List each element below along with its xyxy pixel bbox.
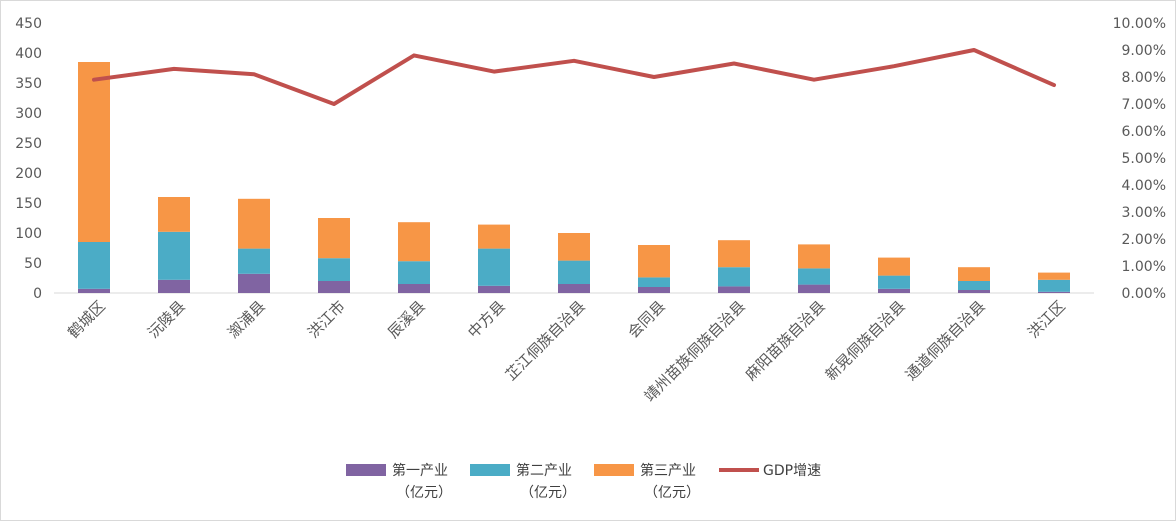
bar-segment-2 — [718, 267, 750, 286]
category-label: 鹤城区 — [64, 297, 109, 342]
bar-segment-1 — [558, 284, 590, 293]
legend-label: GDP增速 — [763, 463, 821, 479]
y2-tick-label: 2.00% — [1122, 232, 1166, 248]
bar-segment-2 — [398, 261, 430, 284]
left-axis: 0 50 100 150 200 250 300 350 400 450 — [15, 16, 42, 302]
bar-segment-3 — [238, 199, 270, 249]
bar-segment-3 — [318, 218, 350, 258]
bar-segment-3 — [158, 197, 190, 232]
bar-segment-1 — [78, 289, 110, 293]
legend-unit: （亿元） — [644, 485, 700, 501]
bar-segment-2 — [798, 268, 830, 284]
y2-tick-label: 8.00% — [1122, 70, 1166, 86]
legend-label: 第一产业 — [392, 462, 448, 479]
bar-segment-3 — [798, 244, 830, 268]
legend-label: 第三产业 — [640, 462, 696, 479]
bar-segment-3 — [478, 225, 510, 249]
bar-segment-1 — [238, 274, 270, 293]
y2-tick-label: 5.00% — [1122, 151, 1166, 167]
bar-segment-3 — [558, 233, 590, 261]
bar-segment-3 — [958, 267, 990, 281]
category-label: 通道侗族自治县 — [902, 297, 989, 384]
bar-segment-3 — [718, 240, 750, 267]
y-tick-label: 400 — [15, 46, 42, 62]
bar-segment-1 — [878, 289, 910, 293]
y-tick-label: 100 — [15, 226, 42, 242]
bar-segment-1 — [718, 286, 750, 293]
legend-swatch — [470, 464, 510, 476]
bar-segment-1 — [798, 285, 830, 293]
bar-segment-2 — [158, 232, 190, 280]
y-tick-label: 150 — [15, 196, 42, 212]
legend-swatch — [346, 464, 386, 476]
y2-tick-label: 6.00% — [1122, 124, 1166, 140]
bar-segment-3 — [78, 62, 110, 242]
category-label: 溆浦县 — [224, 297, 269, 342]
category-label: 洪江区 — [1024, 297, 1069, 342]
bar-segment-1 — [158, 280, 190, 293]
bars-group — [78, 62, 1070, 293]
bar-segment-2 — [1038, 280, 1070, 292]
bar-segment-1 — [398, 284, 430, 293]
category-labels: 鹤城区沅陵县溆浦县洪江市辰溪县中方县芷江侗族自治县会同县靖州苗族侗族自治县麻阳苗… — [64, 297, 1069, 405]
bar-segment-2 — [78, 242, 110, 289]
legend-swatch — [594, 464, 634, 476]
bar-segment-2 — [638, 277, 670, 287]
y2-tick-label: 1.00% — [1122, 259, 1166, 275]
bar-segment-1 — [638, 287, 670, 293]
bar-segment-1 — [318, 281, 350, 293]
bar-segment-2 — [878, 276, 910, 289]
gdp-line-group — [94, 50, 1054, 104]
bar-segment-1 — [478, 286, 510, 293]
bar-segment-3 — [1038, 273, 1070, 280]
gdp-growth-line — [94, 50, 1054, 104]
y-tick-label: 200 — [15, 166, 42, 182]
bar-segment-2 — [958, 281, 990, 290]
y-tick-label: 450 — [15, 16, 42, 32]
category-label: 中方县 — [464, 297, 509, 342]
right-axis: 0.00% 1.00% 2.00% 3.00% 4.00% 5.00% 6.00% 7.00%… — [1113, 16, 1166, 302]
legend-unit: （亿元） — [396, 485, 452, 501]
legend-label: 第二产业 — [516, 462, 572, 479]
y2-tick-label: 7.00% — [1122, 97, 1166, 113]
y-tick-label: 300 — [15, 106, 42, 122]
y-tick-label: 350 — [15, 76, 42, 92]
y2-tick-label: 9.00% — [1122, 43, 1166, 59]
bar-segment-1 — [1038, 292, 1070, 293]
category-label: 沅陵县 — [144, 297, 189, 342]
bar-segment-3 — [398, 222, 430, 261]
y-tick-label: 0 — [33, 286, 42, 302]
bar-segment-3 — [638, 245, 670, 277]
bar-segment-1 — [958, 290, 990, 293]
y2-tick-label: 0.00% — [1122, 286, 1166, 302]
y-tick-label: 250 — [15, 136, 42, 152]
bar-segment-2 — [478, 249, 510, 286]
category-label: 会同县 — [624, 297, 669, 342]
bar-segment-3 — [878, 258, 910, 276]
category-label: 新晃侗族自治县 — [822, 297, 909, 384]
y2-tick-label: 10.00% — [1113, 16, 1166, 32]
bar-segment-2 — [318, 258, 350, 281]
legend-unit: （亿元） — [520, 485, 576, 501]
category-label: 洪江市 — [304, 297, 349, 342]
bar-segment-2 — [558, 261, 590, 284]
bar-segment-2 — [238, 249, 270, 274]
category-label: 芷江侗族自治县 — [502, 297, 589, 384]
y2-tick-label: 4.00% — [1122, 178, 1166, 194]
legend: 第一产业 （亿元） 第二产业 （亿元） 第三产业 （亿元） GDP增速 — [346, 462, 821, 501]
category-label: 麻阳苗族自治县 — [742, 297, 829, 384]
y2-tick-label: 3.00% — [1122, 205, 1166, 221]
y-tick-label: 50 — [24, 256, 42, 272]
category-label: 辰溪县 — [384, 297, 429, 342]
